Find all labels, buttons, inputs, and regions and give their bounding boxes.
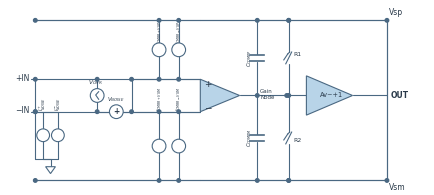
Circle shape (157, 110, 161, 113)
Circle shape (286, 94, 290, 97)
Text: $I_{NOISE}^-$: $I_{NOISE}^-$ (53, 97, 62, 111)
Text: +: + (113, 107, 119, 116)
Circle shape (129, 77, 133, 81)
Circle shape (51, 129, 64, 142)
Text: $C_{COMPM}$: $C_{COMPM}$ (245, 129, 254, 147)
Text: Av~+1: Av~+1 (319, 92, 342, 98)
Circle shape (177, 19, 180, 22)
Text: −IN: −IN (15, 106, 30, 115)
Circle shape (255, 19, 259, 22)
Polygon shape (46, 167, 55, 174)
Text: $I_{CMRR-VSM}$: $I_{CMRR-VSM}$ (174, 87, 183, 111)
Circle shape (286, 19, 290, 22)
Circle shape (157, 77, 161, 81)
Text: $I_{CMRR+VSP}$: $I_{CMRR+VSP}$ (154, 21, 163, 44)
Text: +: + (204, 80, 211, 89)
Circle shape (37, 129, 49, 142)
Circle shape (33, 77, 37, 81)
Text: $I_{CMRR-VSP}$: $I_{CMRR-VSP}$ (174, 21, 183, 44)
Text: OUT: OUT (390, 91, 408, 100)
Circle shape (284, 94, 288, 97)
Text: Vsm: Vsm (388, 183, 404, 192)
Text: $I_{NOISE}^+$: $I_{NOISE}^+$ (38, 97, 48, 111)
Circle shape (255, 94, 259, 97)
Circle shape (171, 139, 185, 153)
Circle shape (157, 19, 161, 22)
Circle shape (286, 179, 290, 182)
Text: −: − (204, 103, 211, 112)
Text: Gain
Node: Gain Node (260, 89, 274, 100)
Circle shape (33, 179, 37, 182)
Circle shape (177, 110, 180, 113)
Text: R2: R2 (293, 138, 301, 143)
Circle shape (171, 43, 185, 57)
Circle shape (95, 110, 99, 113)
Circle shape (384, 179, 388, 182)
Polygon shape (200, 79, 239, 112)
Text: Vsp: Vsp (388, 8, 402, 17)
Circle shape (255, 179, 259, 182)
Circle shape (177, 77, 180, 81)
Circle shape (129, 110, 133, 113)
Circle shape (152, 139, 165, 153)
Circle shape (33, 110, 37, 113)
Circle shape (286, 179, 290, 182)
Circle shape (95, 77, 99, 81)
Polygon shape (306, 76, 352, 115)
Circle shape (177, 179, 180, 182)
Circle shape (33, 110, 37, 113)
Circle shape (109, 105, 123, 119)
Circle shape (90, 89, 104, 102)
Circle shape (384, 19, 388, 22)
Circle shape (152, 43, 165, 57)
Text: $C_{COMPP}$: $C_{COMPP}$ (245, 49, 254, 67)
Text: +IN: +IN (15, 74, 30, 83)
Circle shape (286, 19, 290, 22)
Text: R1: R1 (293, 52, 301, 58)
Text: $V_{NOISE}$: $V_{NOISE}$ (107, 95, 125, 104)
Text: $V_{CMR}$: $V_{CMR}$ (88, 78, 102, 87)
Text: $I_{CMRR+VSM}$: $I_{CMRR+VSM}$ (154, 87, 163, 111)
Circle shape (33, 19, 37, 22)
Circle shape (157, 179, 161, 182)
